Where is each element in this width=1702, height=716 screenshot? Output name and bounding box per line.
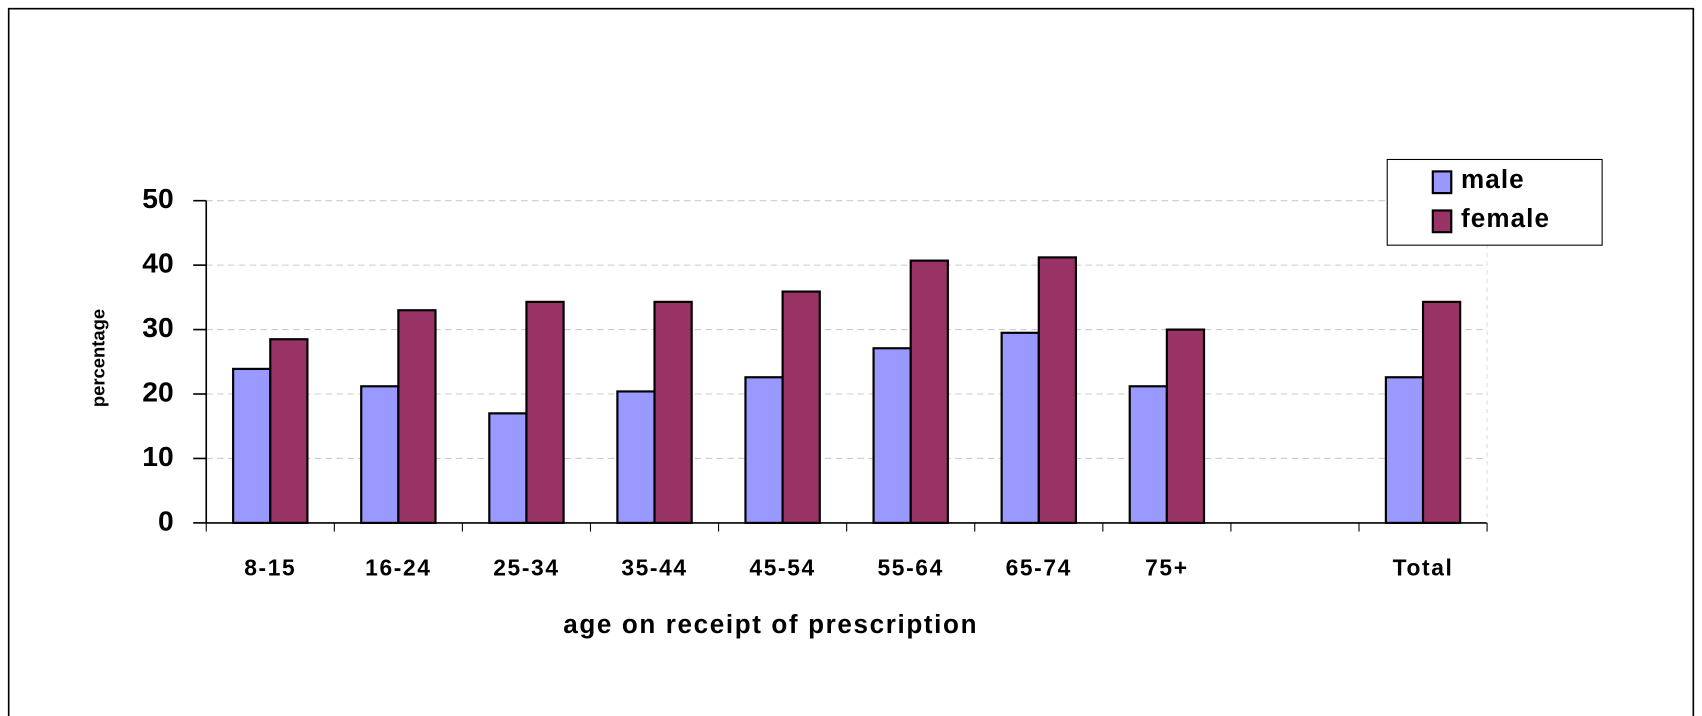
bar bbox=[909, 259, 949, 524]
y-tick-label: 0 bbox=[158, 504, 174, 536]
x-tick-label: 35-44 bbox=[621, 555, 687, 581]
bar bbox=[525, 300, 565, 524]
bar bbox=[269, 338, 309, 524]
bar bbox=[397, 309, 437, 524]
y-tick-label: 10 bbox=[142, 440, 173, 472]
bar bbox=[1165, 328, 1206, 524]
y-axis-title: percentage bbox=[88, 309, 109, 407]
x-tick-label: 16-24 bbox=[365, 555, 431, 581]
x-tick-label: 25-34 bbox=[493, 555, 559, 581]
bar bbox=[1384, 376, 1425, 524]
x-tick-label: Total bbox=[1393, 555, 1454, 581]
legend-swatch bbox=[1431, 209, 1453, 234]
y-tick-label: 50 bbox=[142, 182, 173, 214]
y-tick-label: 40 bbox=[142, 247, 173, 279]
x-axis-title: age on receipt of prescription bbox=[563, 609, 978, 639]
bar bbox=[1000, 331, 1040, 524]
legend-label: female bbox=[1461, 203, 1550, 233]
x-tick-label: 65-74 bbox=[1006, 555, 1072, 581]
bar bbox=[781, 290, 821, 524]
legend-label: male bbox=[1461, 164, 1525, 194]
y-tick-label: 30 bbox=[142, 311, 173, 343]
bar bbox=[1037, 256, 1078, 524]
x-tick-label: 8-15 bbox=[244, 555, 296, 581]
bar bbox=[872, 347, 912, 524]
x-tick-label: 75+ bbox=[1145, 555, 1189, 581]
y-tick-label: 20 bbox=[142, 375, 173, 407]
bar bbox=[1421, 300, 1462, 524]
legend-swatch bbox=[1431, 170, 1453, 195]
bar bbox=[653, 300, 693, 524]
bar bbox=[488, 412, 528, 524]
bar bbox=[616, 390, 656, 524]
bar bbox=[1128, 385, 1168, 524]
x-tick-label: 55-64 bbox=[878, 555, 944, 581]
bar bbox=[360, 385, 400, 524]
x-tick-label: 45-54 bbox=[749, 555, 815, 581]
bar bbox=[232, 367, 272, 524]
bar bbox=[744, 376, 784, 524]
legend-box bbox=[1386, 158, 1603, 246]
